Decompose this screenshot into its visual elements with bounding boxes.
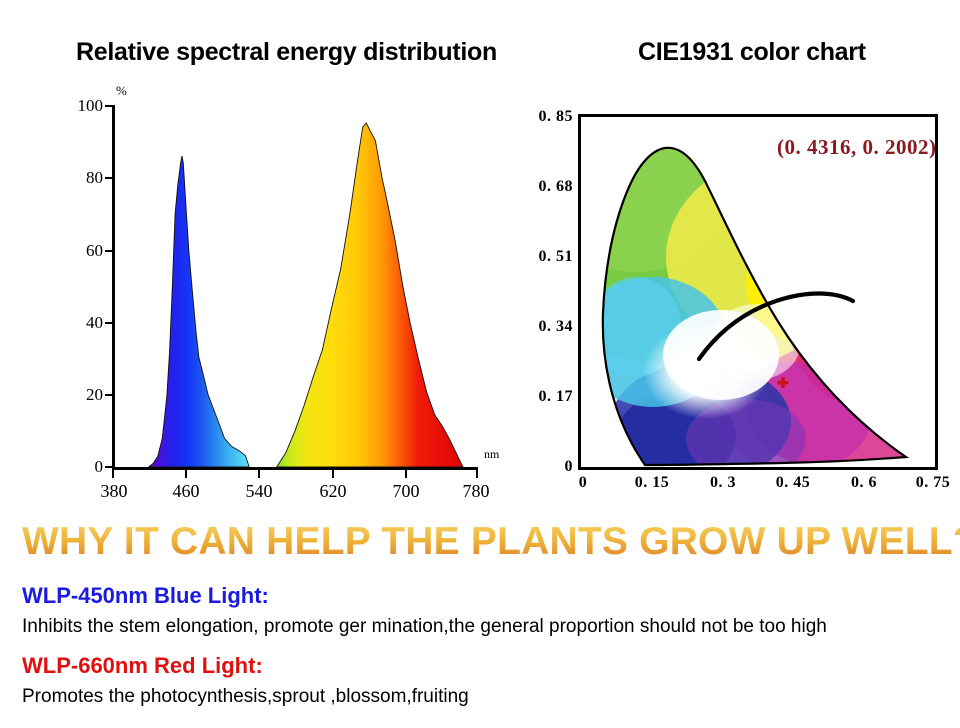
spectral-y-tick-20: [105, 394, 112, 396]
spectral-y-tick-0: [105, 466, 112, 468]
spectral-y-label-0: 0: [94, 457, 104, 476]
cie-spectral-locus: [601, 146, 910, 467]
cie-chart: CIE1931 color chart: [520, 38, 960, 508]
planckian-locus-curve: [696, 291, 856, 362]
spectral-y-tick-60: [105, 250, 112, 252]
spectral-x-label-540: 540: [245, 481, 273, 501]
red-light-description: Promotes the photocynthesis,sprout ,blos…: [22, 686, 469, 707]
spectral-x-tick-460: [185, 470, 187, 478]
spectral-x-tick-700: [405, 470, 407, 478]
spectral-x-label-620: 620: [319, 481, 347, 501]
cie-y-label-034: 0. 34: [538, 318, 573, 335]
cie-chart-title: CIE1931 color chart: [638, 38, 866, 66]
cie-coordinate-annotation: (0. 4316, 0. 2002): [777, 135, 937, 159]
spectral-x-unit: nm: [484, 447, 500, 461]
spectral-x-label-380: 380: [100, 481, 128, 501]
spectral-curves: [147, 122, 464, 468]
cie-y-label-051: 0. 51: [538, 248, 573, 265]
spectral-y-unit: %: [116, 83, 127, 98]
page-headline: WHY IT CAN HELP THE PLANTS GROW UP WELL?: [22, 520, 960, 564]
spectral-x-tick-540: [258, 470, 260, 478]
spectral-y-tick-100: [105, 105, 112, 107]
spectral-x-tick-780: [476, 470, 478, 478]
cie-y-label-068: 0. 68: [538, 178, 573, 195]
cie-color-point-marker: [777, 377, 789, 388]
cie-plot-frame: (0. 4316, 0. 2002) 0 0. 17 0. 34 0. 51 0…: [539, 108, 950, 491]
cie-chromaticity-diagram: [601, 146, 910, 467]
spectral-x-label-780: 780: [462, 481, 490, 501]
spectral-chart: Relative spectral energy distribution: [0, 38, 520, 501]
cie-x-label-045: 0. 45: [775, 474, 811, 491]
spectral-y-label-40: 40: [86, 313, 103, 332]
spectral-x-tick-620: [332, 470, 334, 478]
cie-x-label-03: 0. 3: [710, 474, 736, 491]
spectral-chart-title: Relative spectral energy distribution: [76, 38, 497, 66]
spectral-y-label-60: 60: [86, 241, 103, 260]
blue-light-heading: WLP-450nm Blue Light:: [22, 583, 269, 608]
spectral-y-tick-40: [105, 322, 112, 324]
spectral-y-label-80: 80: [86, 168, 103, 187]
cie-x-label-06: 0. 6: [851, 474, 877, 491]
cie-y-label-017: 0. 17: [538, 388, 573, 405]
cie-y-label-0: 0: [564, 458, 573, 475]
cie-x-label-015: 0. 15: [634, 474, 670, 491]
spectral-y-label-20: 20: [86, 385, 103, 404]
spectral-y-tick-80: [105, 177, 112, 179]
red-light-heading: WLP-660nm Red Light:: [22, 653, 263, 678]
red-peak-curve: [275, 122, 464, 468]
spectral-y-label-100: 100: [77, 96, 104, 115]
spectral-x-label-700: 700: [392, 481, 420, 501]
cie-y-label-085: 0. 85: [538, 108, 573, 125]
spectral-x-tick-380: [112, 470, 114, 478]
blue-peak-curve: [147, 155, 250, 468]
spectral-x-label-460: 460: [172, 481, 200, 501]
spectral-y-axis: [112, 105, 115, 470]
spectral-x-axis: [112, 467, 478, 470]
spectral-plot-area: 0 20 40 60 80 100 380 460 540 620 700 78…: [78, 83, 500, 501]
cie-x-label-0: 0: [578, 474, 588, 491]
cie-x-label-075: 0. 75: [915, 474, 951, 491]
blue-light-description: Inhibits the stem elongation, promote ge…: [22, 616, 827, 637]
